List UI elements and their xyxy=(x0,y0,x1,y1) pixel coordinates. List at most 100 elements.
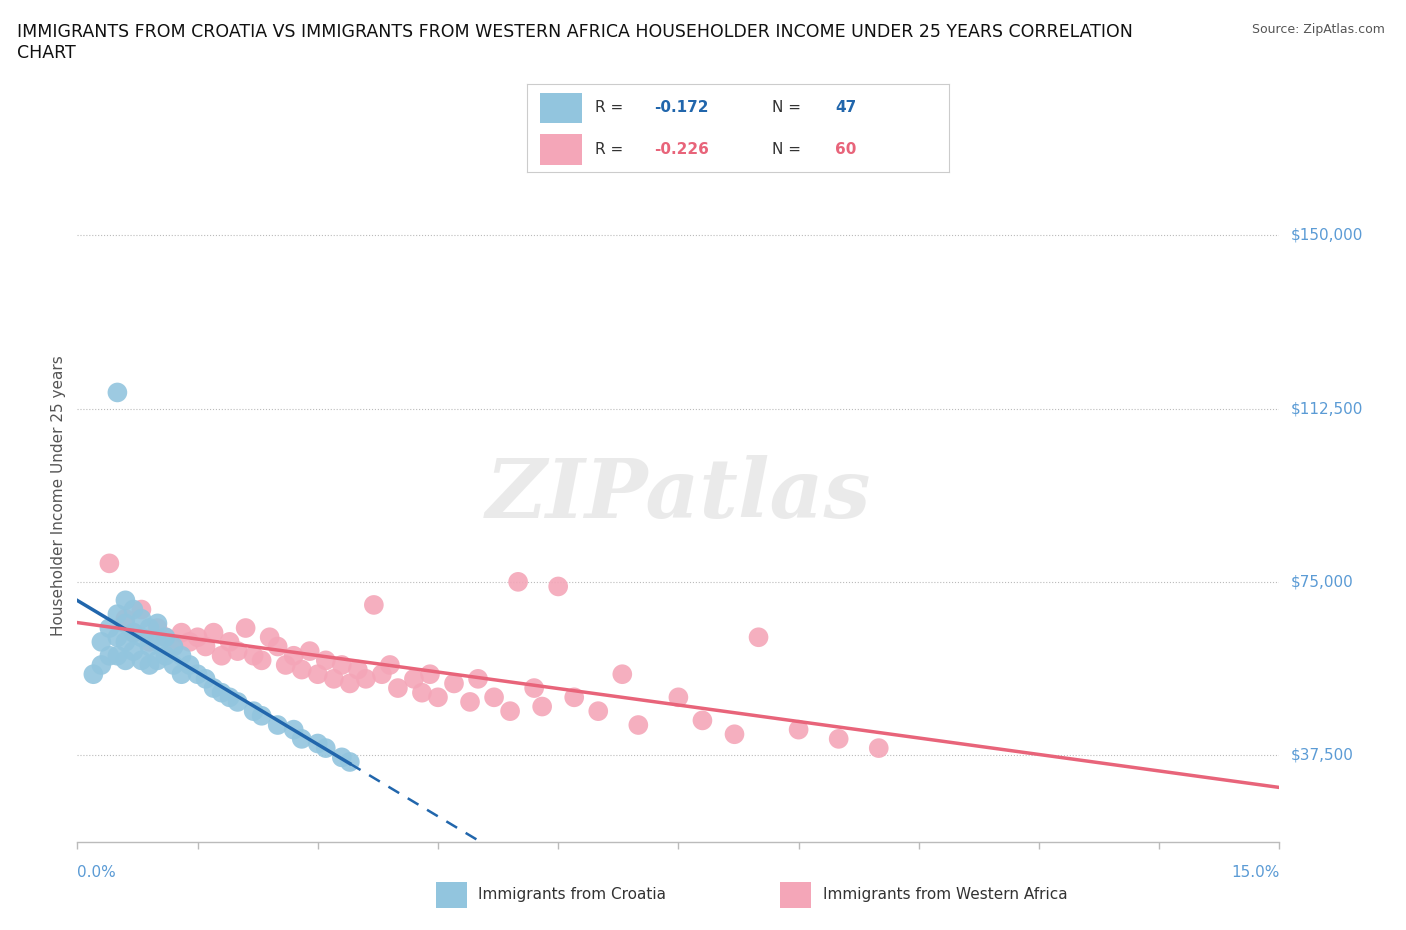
Point xyxy=(371,667,394,682)
Point xyxy=(467,671,489,686)
Point xyxy=(363,597,385,612)
Point xyxy=(186,630,209,644)
Point xyxy=(146,653,169,668)
Point xyxy=(322,671,344,686)
Point xyxy=(146,620,169,635)
Point xyxy=(162,639,184,654)
Point xyxy=(131,602,153,617)
Text: Source: ZipAtlas.com: Source: ZipAtlas.com xyxy=(1251,23,1385,36)
Text: R =: R = xyxy=(595,142,628,157)
Text: $150,000: $150,000 xyxy=(1291,228,1362,243)
Point xyxy=(146,616,169,631)
Text: $75,000: $75,000 xyxy=(1291,575,1354,590)
Point xyxy=(202,681,225,696)
Point xyxy=(170,667,193,682)
Point xyxy=(226,644,249,658)
Point xyxy=(211,685,233,700)
Point xyxy=(531,699,554,714)
Point xyxy=(235,620,257,635)
Text: 15.0%: 15.0% xyxy=(1232,865,1279,880)
Point xyxy=(723,727,745,742)
Point xyxy=(508,575,530,590)
Point xyxy=(868,740,890,755)
Point xyxy=(828,731,851,746)
Point xyxy=(107,648,129,663)
Point xyxy=(122,625,145,640)
Point xyxy=(122,602,145,617)
Point xyxy=(155,630,177,644)
Point xyxy=(419,667,441,682)
Point xyxy=(186,667,209,682)
Point xyxy=(138,634,160,649)
Text: ZIPatlas: ZIPatlas xyxy=(485,455,872,536)
Point xyxy=(562,690,585,705)
Point xyxy=(138,639,160,654)
Point xyxy=(211,648,233,663)
Point xyxy=(131,611,153,626)
Point xyxy=(114,592,136,607)
Point xyxy=(259,630,281,644)
Point xyxy=(179,634,201,649)
Point xyxy=(692,713,714,728)
Text: $37,500: $37,500 xyxy=(1291,748,1354,763)
Point xyxy=(242,648,264,663)
Point xyxy=(226,695,249,710)
Point xyxy=(267,639,290,654)
Point xyxy=(155,630,177,644)
Point xyxy=(443,676,465,691)
Point xyxy=(194,671,217,686)
Point xyxy=(138,620,160,635)
Point xyxy=(218,634,240,649)
Point xyxy=(90,658,112,672)
Point xyxy=(402,671,425,686)
Point xyxy=(131,630,153,644)
Text: Immigrants from Croatia: Immigrants from Croatia xyxy=(478,887,666,902)
Point xyxy=(179,658,201,672)
Point xyxy=(82,667,104,682)
Point xyxy=(339,676,361,691)
Point xyxy=(499,704,522,719)
Point xyxy=(378,658,401,672)
Point xyxy=(202,625,225,640)
Point xyxy=(298,644,321,658)
Point xyxy=(291,731,314,746)
Point xyxy=(458,695,481,710)
Text: $112,500: $112,500 xyxy=(1291,401,1362,416)
Point xyxy=(155,648,177,663)
Text: 47: 47 xyxy=(835,100,856,115)
Point xyxy=(307,736,329,751)
Point xyxy=(787,723,810,737)
Bar xyxy=(540,93,582,124)
Point xyxy=(98,620,121,635)
Point xyxy=(523,681,546,696)
Point xyxy=(274,658,297,672)
Point xyxy=(122,644,145,658)
Text: -0.172: -0.172 xyxy=(654,100,709,115)
Point xyxy=(283,648,305,663)
Point xyxy=(170,625,193,640)
Point xyxy=(315,740,337,755)
Point xyxy=(627,718,650,733)
Point xyxy=(427,690,450,705)
Point xyxy=(194,639,217,654)
Text: R =: R = xyxy=(595,100,628,115)
Point xyxy=(307,667,329,682)
Text: N =: N = xyxy=(772,100,806,115)
Point xyxy=(748,630,770,644)
Point xyxy=(668,690,690,705)
Point xyxy=(330,658,353,672)
Point xyxy=(122,625,145,640)
Text: -0.226: -0.226 xyxy=(654,142,709,157)
Point xyxy=(588,704,610,719)
Point xyxy=(482,690,505,705)
Point xyxy=(250,653,273,668)
Text: 0.0%: 0.0% xyxy=(77,865,117,880)
Point xyxy=(411,685,433,700)
Point xyxy=(131,653,153,668)
Point xyxy=(114,611,136,626)
Point xyxy=(98,556,121,571)
Point xyxy=(98,648,121,663)
Point xyxy=(242,704,264,719)
Point xyxy=(107,606,129,621)
Point xyxy=(330,750,353,764)
